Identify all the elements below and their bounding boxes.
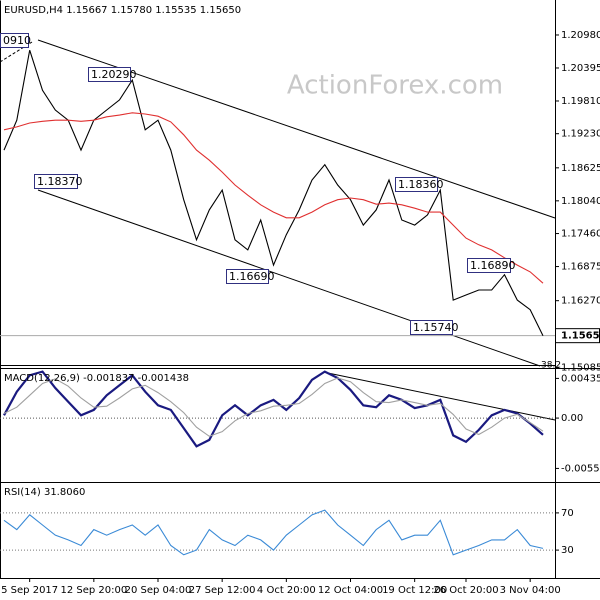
x-tick-label: 26 Oct 20:00 <box>433 585 498 596</box>
price-annotation-box <box>34 174 78 189</box>
price-annotation-box <box>395 177 438 192</box>
price-annotation: 1.16690 <box>229 270 275 283</box>
macd-trendline <box>322 371 556 421</box>
y-tick-label: 30 <box>561 545 574 556</box>
y-tick-label: 1.18625 <box>561 163 600 174</box>
price-annotation: 1.15740 <box>413 321 459 334</box>
y-tick-label: 1.20395 <box>561 63 600 74</box>
y-tick-label: 1.16270 <box>561 296 600 307</box>
y-tick-label: 1.17460 <box>561 229 600 240</box>
price-annotation: 1.18370 <box>37 175 83 188</box>
price-annotation-box <box>0 33 29 48</box>
x-tick-label: 19 Oct 12:00 <box>382 585 447 596</box>
x-tick-label: 20 Sep 04:00 <box>125 585 192 596</box>
y-tick-label: 1.19230 <box>561 129 600 140</box>
price-annotation: 1.18360 <box>398 178 444 191</box>
series-line <box>3 112 544 284</box>
y-tick-label: 1.20980 <box>561 30 600 41</box>
y-tick-label: 1.19810 <box>561 96 600 107</box>
channel-lower <box>37 189 541 367</box>
x-tick-label: 4 Oct 20:00 <box>257 585 316 596</box>
x-tick-label: 12 Sep 20:00 <box>60 585 127 596</box>
y-tick-label: 70 <box>561 508 574 519</box>
price-annotation-box <box>410 320 453 335</box>
price-annotation: 0910 <box>3 34 31 47</box>
watermark: ActionForex.com <box>287 71 503 101</box>
y-tick-label: 1.15085 <box>561 363 600 374</box>
price-annotation: 1.16890 <box>470 259 516 272</box>
series-line <box>3 370 544 448</box>
x-tick-label: 5 Sep 2017 <box>1 585 58 596</box>
y-tick-label: 1.16875 <box>561 262 600 273</box>
price-annotation: 38.2 <box>541 361 561 371</box>
x-tick-label: 12 Oct 04:00 <box>318 585 383 596</box>
current-price-label: 1.15650 <box>561 331 600 342</box>
y-tick-label: -0.005528 <box>561 463 600 474</box>
y-tick-label: 0.004358 <box>561 373 600 384</box>
panel-title: RSI(14) 31.8060 <box>4 487 85 498</box>
price-annotation-box <box>467 258 511 273</box>
y-tick-label: 0.00 <box>561 413 583 424</box>
y-tick-label: 1.18040 <box>561 196 600 207</box>
price-annotation: 1.20290 <box>91 68 137 81</box>
x-tick-label: 3 Nov 04:00 <box>500 585 561 596</box>
panel-title: EURUSD,H4 1.15667 1.15780 1.15535 1.1565… <box>4 5 241 16</box>
price-annotation-box <box>88 67 131 82</box>
series-line <box>3 377 544 437</box>
x-tick-label: 27 Sep 12:00 <box>189 585 256 596</box>
series-line <box>3 509 544 556</box>
price-annotation-box <box>226 269 269 284</box>
panel-title: MACD(12,26,9) -0.001837 -0.001438 <box>4 373 189 384</box>
